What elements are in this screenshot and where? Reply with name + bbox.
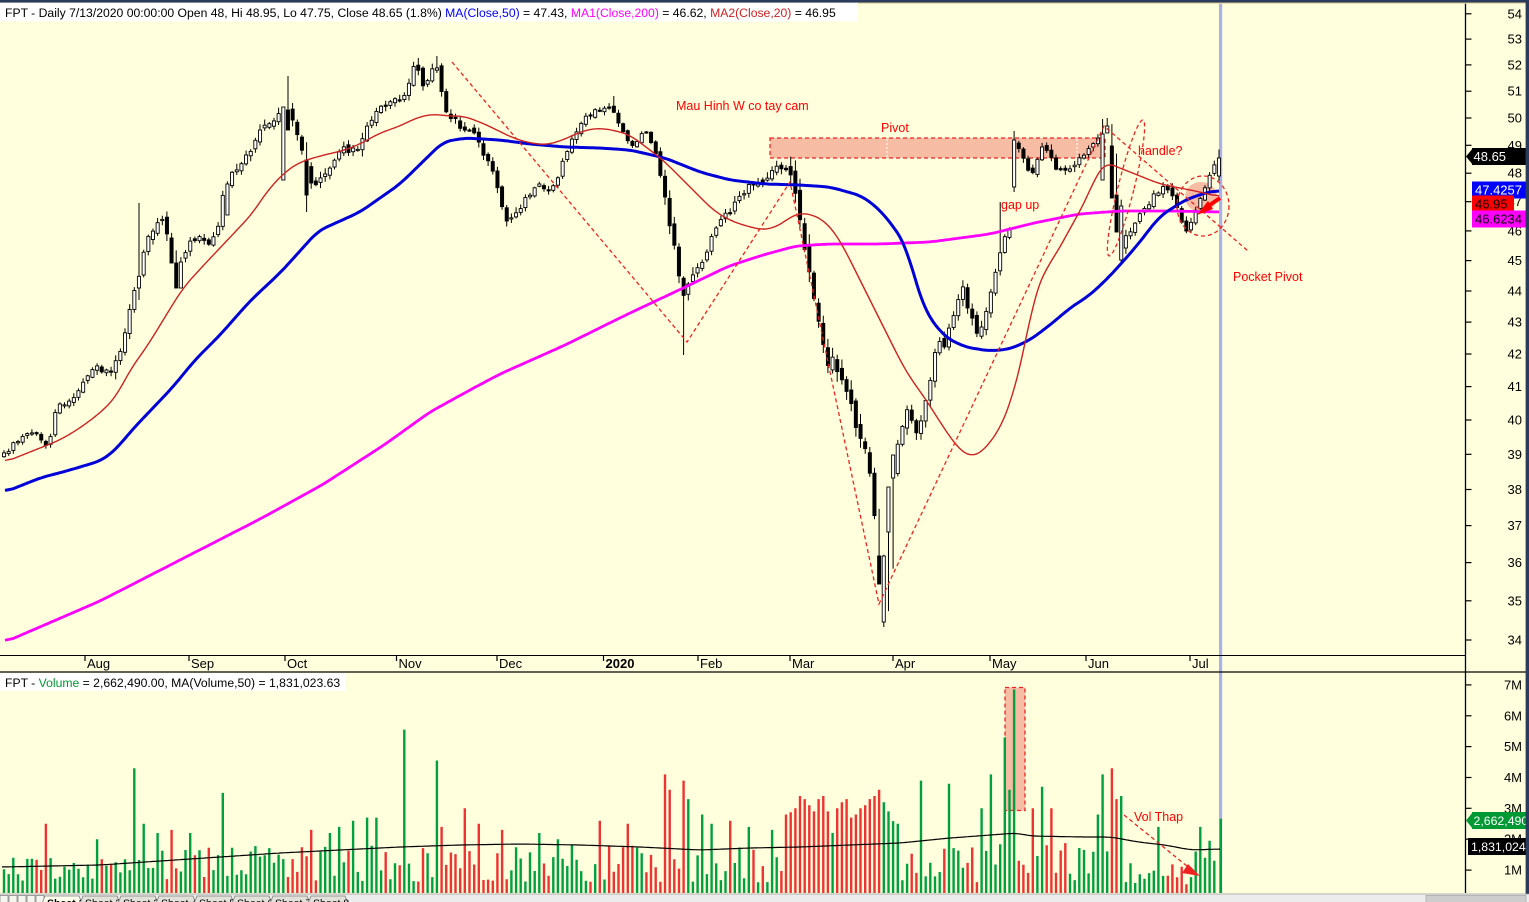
svg-text:46.6234: 46.6234 (1475, 212, 1522, 227)
svg-text:34: 34 (1508, 633, 1522, 648)
svg-text:Vol Thap: Vol Thap (1134, 810, 1183, 824)
svg-text:5M: 5M (1504, 739, 1522, 754)
svg-text:4M: 4M (1504, 770, 1522, 785)
svg-text:42: 42 (1508, 347, 1522, 362)
svg-text:Sheet 4: Sheet 4 (161, 898, 197, 902)
svg-text:6M: 6M (1504, 708, 1522, 723)
svg-text:37: 37 (1508, 518, 1522, 533)
svg-text:Mar: Mar (792, 656, 815, 671)
svg-text:39: 39 (1508, 447, 1522, 462)
svg-text:Aug: Aug (87, 656, 110, 671)
svg-text:Pocket Pivot: Pocket Pivot (1233, 270, 1303, 284)
svg-text:43: 43 (1508, 315, 1522, 330)
svg-text:Sheet 3: Sheet 3 (123, 898, 159, 902)
svg-text:Pivot: Pivot (881, 121, 909, 135)
svg-text:50: 50 (1508, 111, 1522, 126)
svg-text:Mau Hinh W co tay cam: Mau Hinh W co tay cam (676, 99, 809, 113)
svg-text:Sheet 5: Sheet 5 (199, 898, 235, 902)
svg-text:gap up: gap up (1001, 198, 1039, 212)
svg-text:7M: 7M (1504, 677, 1522, 692)
svg-text:47.4257: 47.4257 (1475, 183, 1522, 198)
svg-text:48.65: 48.65 (1474, 149, 1507, 164)
svg-text:51: 51 (1508, 84, 1522, 99)
svg-text:1,831,024: 1,831,024 (1471, 840, 1526, 854)
svg-text:1M: 1M (1504, 863, 1522, 878)
svg-text:Sheet 6: Sheet 6 (237, 898, 273, 902)
svg-text:54: 54 (1508, 6, 1522, 21)
svg-text:Sheet 2: Sheet 2 (85, 898, 121, 902)
svg-text:May: May (992, 656, 1017, 671)
svg-text:52: 52 (1508, 57, 1522, 72)
svg-text:Sheet 8: Sheet 8 (313, 898, 349, 902)
svg-text:Sheet 1: Sheet 1 (47, 898, 85, 902)
svg-text:38: 38 (1508, 482, 1522, 497)
svg-text:41: 41 (1508, 379, 1522, 394)
svg-text:handle?: handle? (1138, 144, 1183, 158)
svg-text:2020: 2020 (606, 656, 635, 671)
svg-text:48: 48 (1508, 166, 1522, 181)
svg-text:Jul: Jul (1192, 656, 1209, 671)
svg-text:35: 35 (1508, 593, 1522, 608)
svg-text:Oct: Oct (287, 656, 308, 671)
svg-text:36: 36 (1508, 555, 1522, 570)
svg-text:Sheet 7: Sheet 7 (275, 898, 311, 902)
svg-text:Jun: Jun (1088, 656, 1109, 671)
svg-text:FPT - Volume = 2,662,490.00, M: FPT - Volume = 2,662,490.00, MA(Volume,5… (5, 676, 340, 690)
svg-text:44: 44 (1508, 284, 1522, 299)
svg-text:Feb: Feb (700, 656, 722, 671)
svg-text:53: 53 (1508, 32, 1522, 47)
svg-text:Sep: Sep (191, 656, 214, 671)
svg-text:2,662,490: 2,662,490 (1474, 814, 1529, 828)
svg-text:FPT - Daily 7/13/2020 00:00:00: FPT - Daily 7/13/2020 00:00:00 Open 48, … (5, 6, 836, 20)
svg-text:46.95: 46.95 (1475, 197, 1508, 212)
svg-text:Dec: Dec (499, 656, 523, 671)
svg-text:40: 40 (1508, 413, 1522, 428)
svg-text:45: 45 (1508, 253, 1522, 268)
svg-text:Nov: Nov (399, 656, 423, 671)
svg-text:Apr: Apr (895, 656, 916, 671)
